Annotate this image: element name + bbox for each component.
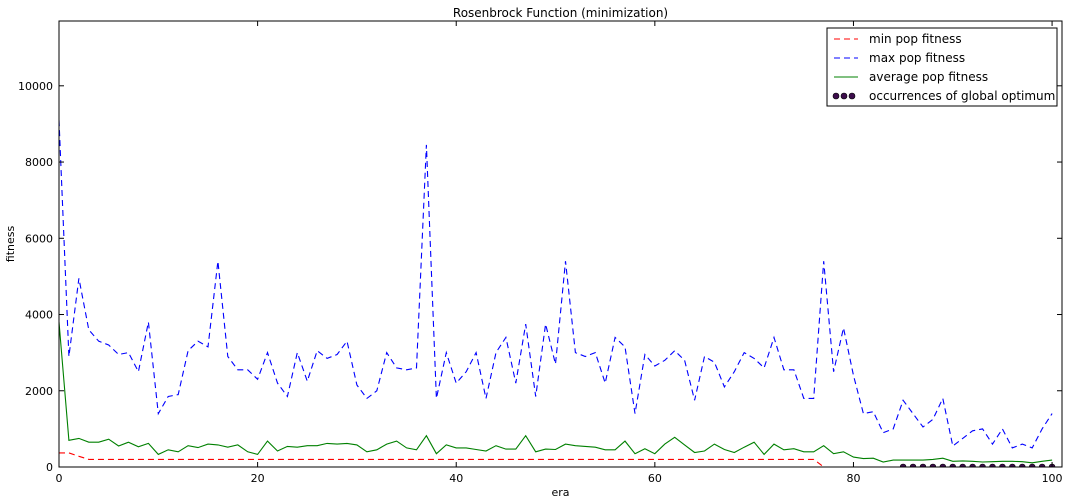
x-tick-label: 80 bbox=[846, 472, 860, 485]
legend-box bbox=[826, 27, 1058, 107]
x-tick-label: 20 bbox=[251, 472, 265, 485]
marker-occurrences-of-global-optimum bbox=[949, 463, 957, 467]
legend-marker bbox=[832, 92, 840, 100]
marker-occurrences-of-global-optimum bbox=[1038, 463, 1046, 467]
marker-occurrences-of-global-optimum bbox=[929, 463, 937, 467]
series-line-average-pop-fitness bbox=[59, 322, 1053, 464]
x-tick-label: 60 bbox=[648, 472, 662, 485]
marker-occurrences-of-global-optimum bbox=[939, 463, 947, 467]
y-axis-title: fitness bbox=[4, 226, 17, 263]
legend: min pop fitness max pop fitness average po… bbox=[826, 27, 1058, 107]
y-tick-label: 6000 bbox=[25, 232, 53, 245]
plot-layer bbox=[59, 120, 1056, 467]
marker-occurrences-of-global-optimum bbox=[1028, 463, 1036, 467]
legend-marker bbox=[848, 92, 856, 100]
legend-label: min pop fitness bbox=[869, 32, 962, 46]
marker-occurrences-of-global-optimum bbox=[1018, 463, 1026, 467]
plot-frame bbox=[58, 20, 1063, 468]
y-tick-label: 0 bbox=[46, 461, 53, 474]
marker-occurrences-of-global-optimum bbox=[899, 463, 907, 467]
x-tick-label: 40 bbox=[449, 472, 463, 485]
series-line-max-pop-fitness bbox=[59, 120, 1053, 449]
chart-title: Rosenbrock Function (minimization) bbox=[453, 6, 668, 20]
ticks-layer: 0 20 40 60 80 100 0 2000 4000 6000 8000 10000 bbox=[18, 21, 1063, 485]
x-tick-label: 0 bbox=[56, 472, 63, 485]
marker-occurrences-of-global-optimum bbox=[919, 463, 927, 467]
y-tick-label: 8000 bbox=[25, 156, 53, 169]
marker-occurrences-of-global-optimum bbox=[979, 463, 986, 467]
marker-occurrences-of-global-optimum bbox=[969, 463, 976, 467]
x-axis-title: era bbox=[551, 486, 569, 499]
legend-label: max pop fitness bbox=[869, 51, 965, 65]
legend-label: occurrences of global optimum bbox=[869, 89, 1055, 103]
marker-occurrences-of-global-optimum bbox=[1009, 463, 1016, 467]
series-line-min-pop-fitness bbox=[59, 452, 1053, 467]
marker-occurrences-of-global-optimum bbox=[989, 463, 996, 467]
marker-occurrences-of-global-optimum bbox=[999, 463, 1006, 467]
legend-label: average pop fitness bbox=[869, 70, 988, 84]
x-tick-label: 100 bbox=[1042, 472, 1063, 485]
y-tick-label: 10000 bbox=[18, 80, 53, 93]
marker-occurrences-of-global-optimum bbox=[959, 463, 966, 467]
y-tick-label: 2000 bbox=[25, 385, 53, 398]
legend-marker bbox=[840, 92, 848, 100]
y-tick-label: 4000 bbox=[25, 309, 53, 322]
marker-occurrences-of-global-optimum bbox=[909, 463, 917, 467]
